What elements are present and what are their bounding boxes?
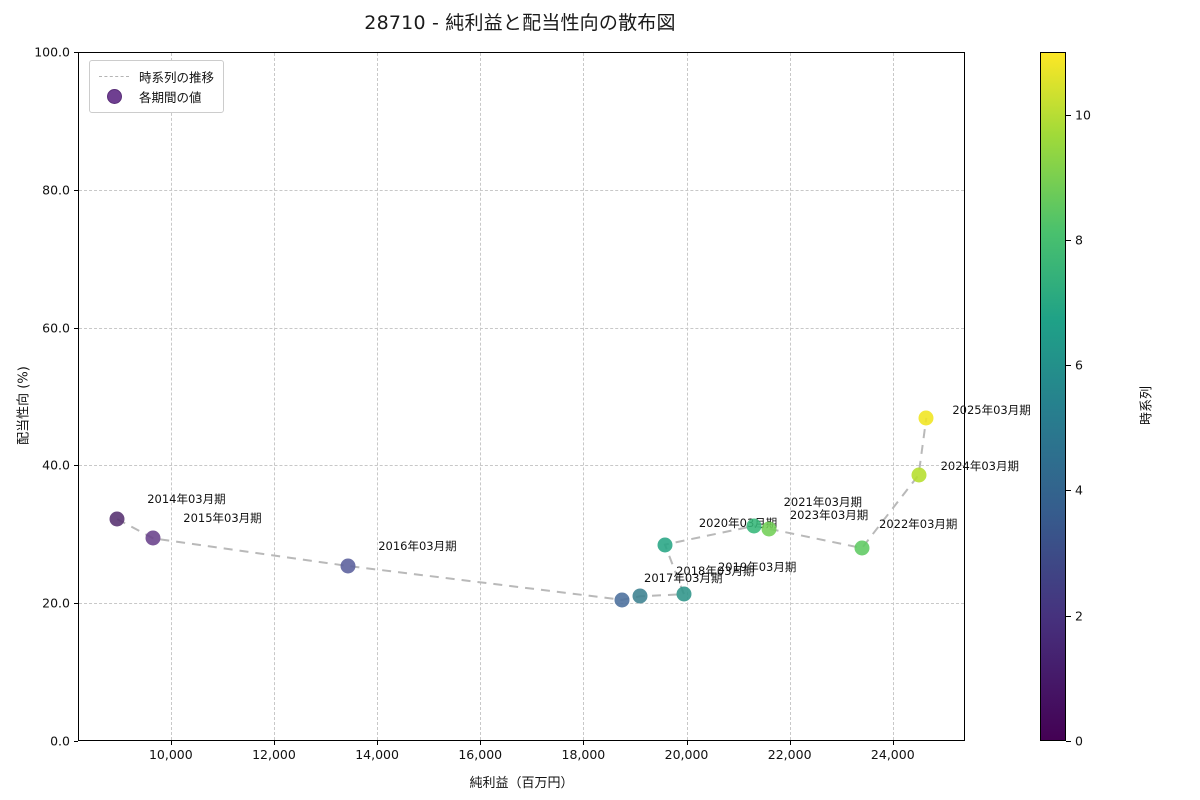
y-tick-label: 20.0 — [42, 595, 70, 611]
grid-line-vertical — [892, 53, 894, 740]
colorbar-tick-mark — [1066, 114, 1071, 116]
y-tick-mark — [74, 465, 78, 467]
legend-item-points: 各期間の値 — [97, 86, 214, 106]
colorbar-tick-label: 0 — [1075, 733, 1083, 749]
x-tick-mark — [273, 741, 275, 745]
grid-line-horizontal — [79, 603, 964, 605]
chart-legend: 時系列の推移 各期間の値 — [89, 60, 225, 113]
colorbar-tick-mark — [1066, 741, 1071, 742]
data-point[interactable] — [854, 540, 870, 556]
colorbar-gradient — [1040, 52, 1066, 741]
y-tick-mark — [74, 189, 78, 191]
data-point[interactable] — [676, 586, 692, 602]
x-tick-mark — [892, 741, 894, 745]
grid-line-vertical — [686, 53, 688, 740]
y-tick-label: 40.0 — [42, 457, 70, 473]
x-tick-label: 16,000 — [458, 747, 503, 762]
colorbar-tick-mark — [1066, 490, 1071, 492]
colorbar-label: 時系列 — [1139, 386, 1155, 426]
data-point-label: 2016年03月期 — [378, 538, 457, 553]
x-tick-label: 10,000 — [148, 747, 193, 762]
grid-line-vertical — [480, 53, 482, 740]
y-tick-mark — [74, 52, 78, 53]
x-tick-mark — [583, 741, 585, 745]
x-tick-label: 12,000 — [252, 747, 296, 762]
x-tick-label: 18,000 — [561, 747, 606, 762]
y-tick-label: 0.0 — [50, 733, 70, 749]
y-tick-label: 100.0 — [34, 44, 70, 60]
grid-line-horizontal — [79, 327, 964, 329]
grid-line-vertical — [273, 53, 275, 740]
colorbar-tick-mark — [1066, 615, 1071, 617]
grid-line-vertical — [583, 53, 585, 740]
y-tick-mark — [74, 741, 78, 742]
x-tick-label: 22,000 — [767, 747, 812, 762]
x-tick-label: 20,000 — [664, 747, 709, 762]
data-point[interactable] — [761, 521, 777, 537]
colorbar-tick-label: 8 — [1075, 232, 1083, 248]
colorbar-tick-label: 10 — [1075, 107, 1091, 123]
data-point[interactable] — [109, 511, 125, 527]
data-point-label: 2017年03月期 — [644, 570, 723, 585]
colorbar-tick-label: 6 — [1075, 357, 1083, 373]
colorbar-tick-label: 2 — [1075, 608, 1083, 624]
colorbar-tick-mark — [1066, 239, 1071, 241]
data-point[interactable] — [918, 410, 934, 426]
chart-title: 28710 - 純利益と配当性向の散布図 — [364, 12, 676, 34]
dashed-line-icon — [97, 75, 131, 77]
data-point-label: 2014年03月期 — [147, 492, 226, 507]
legend-item-trend: 時系列の推移 — [97, 66, 214, 86]
y-tick-label: 60.0 — [42, 320, 70, 336]
data-point[interactable] — [911, 467, 927, 483]
y-tick-label: 80.0 — [42, 182, 70, 198]
data-point[interactable] — [614, 592, 630, 608]
data-point[interactable] — [657, 537, 673, 553]
data-point-label: 2018年03月期 — [676, 564, 755, 579]
data-point-label: 2025年03月期 — [952, 402, 1031, 417]
x-tick-label: 14,000 — [355, 747, 399, 762]
x-tick-mark — [789, 741, 791, 745]
y-axis-label: 配当性向 (%) — [16, 366, 32, 445]
data-point[interactable] — [340, 558, 356, 574]
x-tick-mark — [170, 741, 172, 745]
data-point-label: 2022年03月期 — [879, 516, 958, 531]
y-tick-mark — [74, 603, 78, 605]
data-point[interactable] — [746, 518, 762, 534]
y-tick-mark — [74, 327, 78, 329]
grid-line-vertical — [377, 53, 379, 740]
data-point-label: 2019年03月期 — [717, 560, 797, 575]
circle-marker-icon — [97, 88, 131, 104]
data-point-label: 2023年03月期 — [789, 508, 869, 523]
data-point-label: 2024年03月期 — [940, 459, 1019, 474]
data-point[interactable] — [632, 588, 648, 604]
grid-line-vertical — [789, 53, 791, 740]
colorbar-tick-mark — [1066, 365, 1071, 367]
colorbar-tick-label: 4 — [1075, 482, 1083, 498]
data-point-label: 2021年03月期 — [783, 495, 862, 510]
legend-label-points: 各期間の値 — [139, 89, 202, 105]
legend-label-trend: 時系列の推移 — [139, 69, 215, 85]
data-point[interactable] — [145, 530, 161, 546]
x-axis-label: 純利益（百万円） — [469, 776, 574, 791]
grid-line-horizontal — [79, 189, 964, 191]
data-point-label: 2015年03月期 — [183, 511, 262, 526]
x-tick-mark — [480, 741, 482, 745]
x-tick-mark — [686, 741, 688, 745]
x-tick-mark — [377, 741, 379, 745]
colorbar — [1040, 52, 1066, 741]
grid-line-vertical — [170, 53, 172, 740]
grid-line-horizontal — [79, 465, 964, 467]
plot-area — [78, 52, 965, 741]
x-tick-label: 24,000 — [870, 747, 915, 762]
